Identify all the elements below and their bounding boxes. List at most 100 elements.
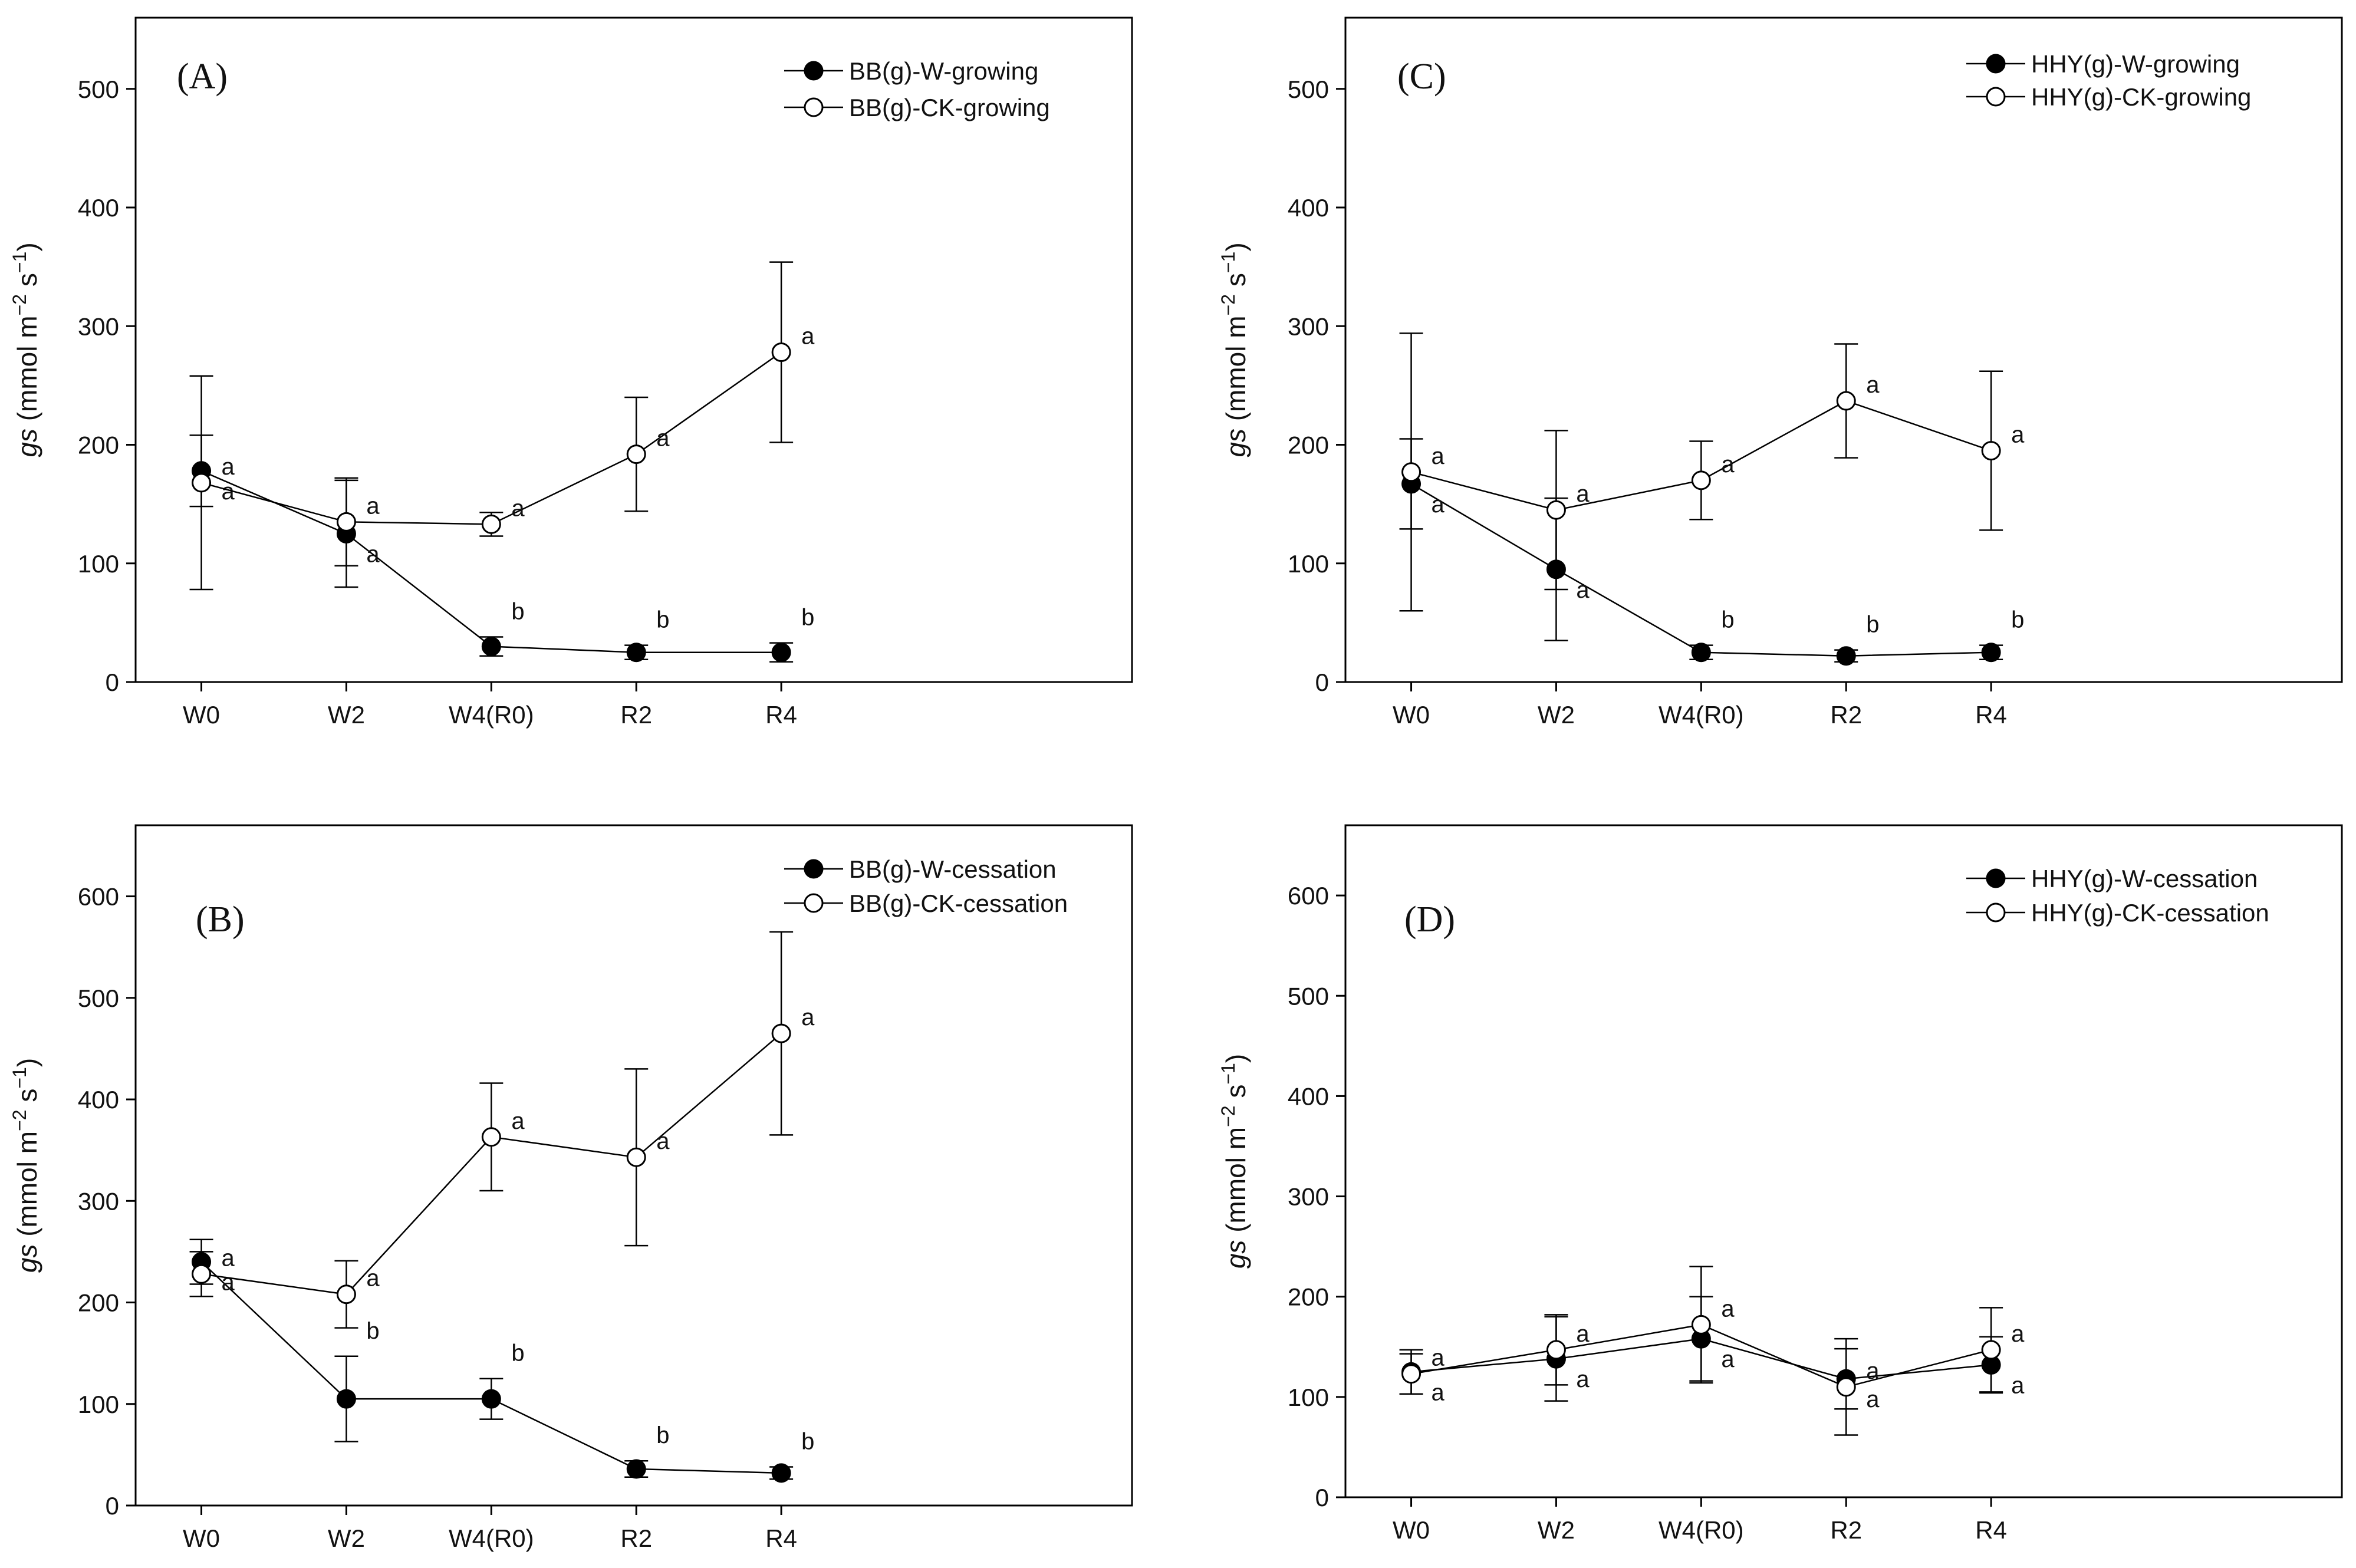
significance-label: a	[2011, 1321, 2025, 1347]
x-tick-label: R2	[1830, 701, 1862, 729]
x-tick-label: W4(R0)	[1659, 701, 1744, 729]
x-tick-label: W0	[1393, 1516, 1430, 1544]
y-tick-label: 300	[78, 1187, 119, 1215]
significance-label: a	[511, 495, 525, 521]
y-tick-label: 300	[78, 312, 119, 340]
x-tick-label: R4	[1975, 1516, 2007, 1544]
legend-marker	[804, 61, 824, 81]
y-tick-label: 200	[78, 1289, 119, 1317]
legend-entry: BB(g)-W-cessation	[849, 855, 1057, 883]
chart-panel-d: 0 100 200 300 400 500 600 W0 W2 W4(R0) R2 R4 gs (mmo…	[1218, 824, 2343, 1544]
y-tick-label: 300	[1288, 312, 1329, 340]
legend-marker	[804, 893, 824, 913]
y-axis-label: gs (mmol m−2 s−1)	[1218, 242, 1251, 457]
chart-panel-b: 0 100 200 300 400 500 600 W0 W2 W4(R0) R2 R4 gs (mmo…	[9, 824, 1133, 1552]
legend-entry: BB(g)-CK-cessation	[849, 890, 1068, 917]
legend-marker	[1986, 902, 2006, 923]
series-line	[201, 470, 782, 653]
significance-label: a	[366, 1266, 380, 1292]
significance-label: a	[656, 426, 670, 452]
x-tick-label: W4(R0)	[449, 1524, 534, 1552]
y-tick-label: 100	[1288, 550, 1329, 578]
data-point	[771, 643, 791, 663]
significance-label: a	[1432, 1379, 1445, 1405]
significance-label: a	[222, 1245, 235, 1271]
significance-label: a	[1866, 1386, 1880, 1412]
data-point	[1401, 1364, 1422, 1384]
significance-label: a	[1866, 1358, 1880, 1384]
significance-label: a	[1576, 1366, 1590, 1392]
y-axis-label: gs (mmol m−2 s−1)	[1218, 1054, 1251, 1269]
chart-panel-c: 0 100 200 300 400 500 W0 W2 W4(R0) R2 R4 gs (mmol m…	[1218, 17, 2343, 729]
significance-label: b	[2011, 607, 2024, 633]
significance-label: b	[801, 605, 814, 631]
significance-label: a	[1576, 1321, 1590, 1347]
x-tick-label: W2	[328, 701, 365, 729]
data-point	[1691, 470, 1711, 490]
significance-label: a	[801, 1004, 815, 1030]
significance-label: a	[1721, 452, 1735, 477]
data-point	[336, 1389, 356, 1409]
data-point	[771, 1023, 791, 1043]
x-tick-label: R2	[1830, 1516, 1862, 1544]
y-tick-label: 400	[1288, 194, 1329, 222]
legend-marker	[1986, 87, 2006, 107]
legend: HHY(g)-W-growing HHY(g)-CK-growing	[1966, 50, 2251, 111]
significance-label: b	[366, 1318, 379, 1344]
x-tick-label: W0	[1393, 701, 1430, 729]
significance-label: a	[1576, 577, 1590, 603]
data-point	[481, 637, 501, 657]
legend-entry: BB(g)-CK-growing	[849, 94, 1050, 121]
panel-label: (D)	[1404, 900, 1455, 940]
data-point	[481, 1127, 501, 1147]
y-tick-label: 400	[1288, 1082, 1329, 1110]
y-tick-label: 500	[78, 75, 119, 103]
y-tick-label: 500	[78, 984, 119, 1012]
significance-label: b	[656, 607, 669, 633]
significance-label: b	[1721, 607, 1734, 633]
x-tick-label: W2	[1538, 1516, 1575, 1544]
significance-label: a	[222, 1270, 235, 1296]
legend: BB(g)-W-cessation BB(g)-CK-cessation	[784, 855, 1068, 917]
x-tick-label: R4	[765, 1524, 797, 1552]
y-tick-label: 200	[1288, 1283, 1329, 1311]
data-point	[192, 1264, 212, 1284]
x-tick-label: W2	[1538, 701, 1575, 729]
series-BB(g)-CK-growing: aa aaa	[189, 261, 815, 591]
series-HHY(g)-W-growing: aab b b	[1399, 438, 2024, 666]
y-tick-label: 400	[78, 194, 119, 222]
data-point	[626, 1459, 646, 1479]
data-point	[1691, 643, 1711, 663]
y-tick-label: 600	[78, 883, 119, 911]
legend-entry: HHY(g)-CK-cessation	[2031, 899, 2269, 927]
x-tick-label: W0	[183, 1524, 220, 1552]
legend-entry: BB(g)-W-growing	[849, 57, 1038, 85]
data-point	[336, 512, 356, 532]
data-point	[626, 444, 646, 465]
data-point	[626, 643, 646, 663]
x-tick-label: R4	[1975, 701, 2007, 729]
x-tick-label: R4	[765, 701, 797, 729]
data-point	[1691, 1315, 1711, 1335]
significance-label: a	[2011, 1372, 2025, 1398]
significance-label: a	[1721, 1346, 1735, 1372]
significance-label: a	[1432, 443, 1445, 469]
y-tick-label: 300	[1288, 1183, 1329, 1211]
legend: BB(g)-W-growing BB(g)-CK-growing	[784, 57, 1050, 121]
legend-entry: HHY(g)-W-growing	[2031, 50, 2240, 78]
data-point	[1981, 643, 2001, 663]
legend-entry: HHY(g)-W-cessation	[2031, 865, 2258, 892]
panel-label: (A)	[177, 57, 228, 97]
x-tick-label: R2	[620, 1524, 652, 1552]
y-tick-label: 500	[1288, 75, 1329, 103]
plot-frame	[134, 824, 1133, 1507]
plot-frame	[1344, 824, 2343, 1498]
x-tick-label: R2	[620, 701, 652, 729]
significance-label: a	[222, 454, 235, 480]
plot-frame	[134, 17, 1133, 683]
significance-label: a	[801, 324, 815, 350]
y-tick-label: 500	[1288, 982, 1329, 1010]
